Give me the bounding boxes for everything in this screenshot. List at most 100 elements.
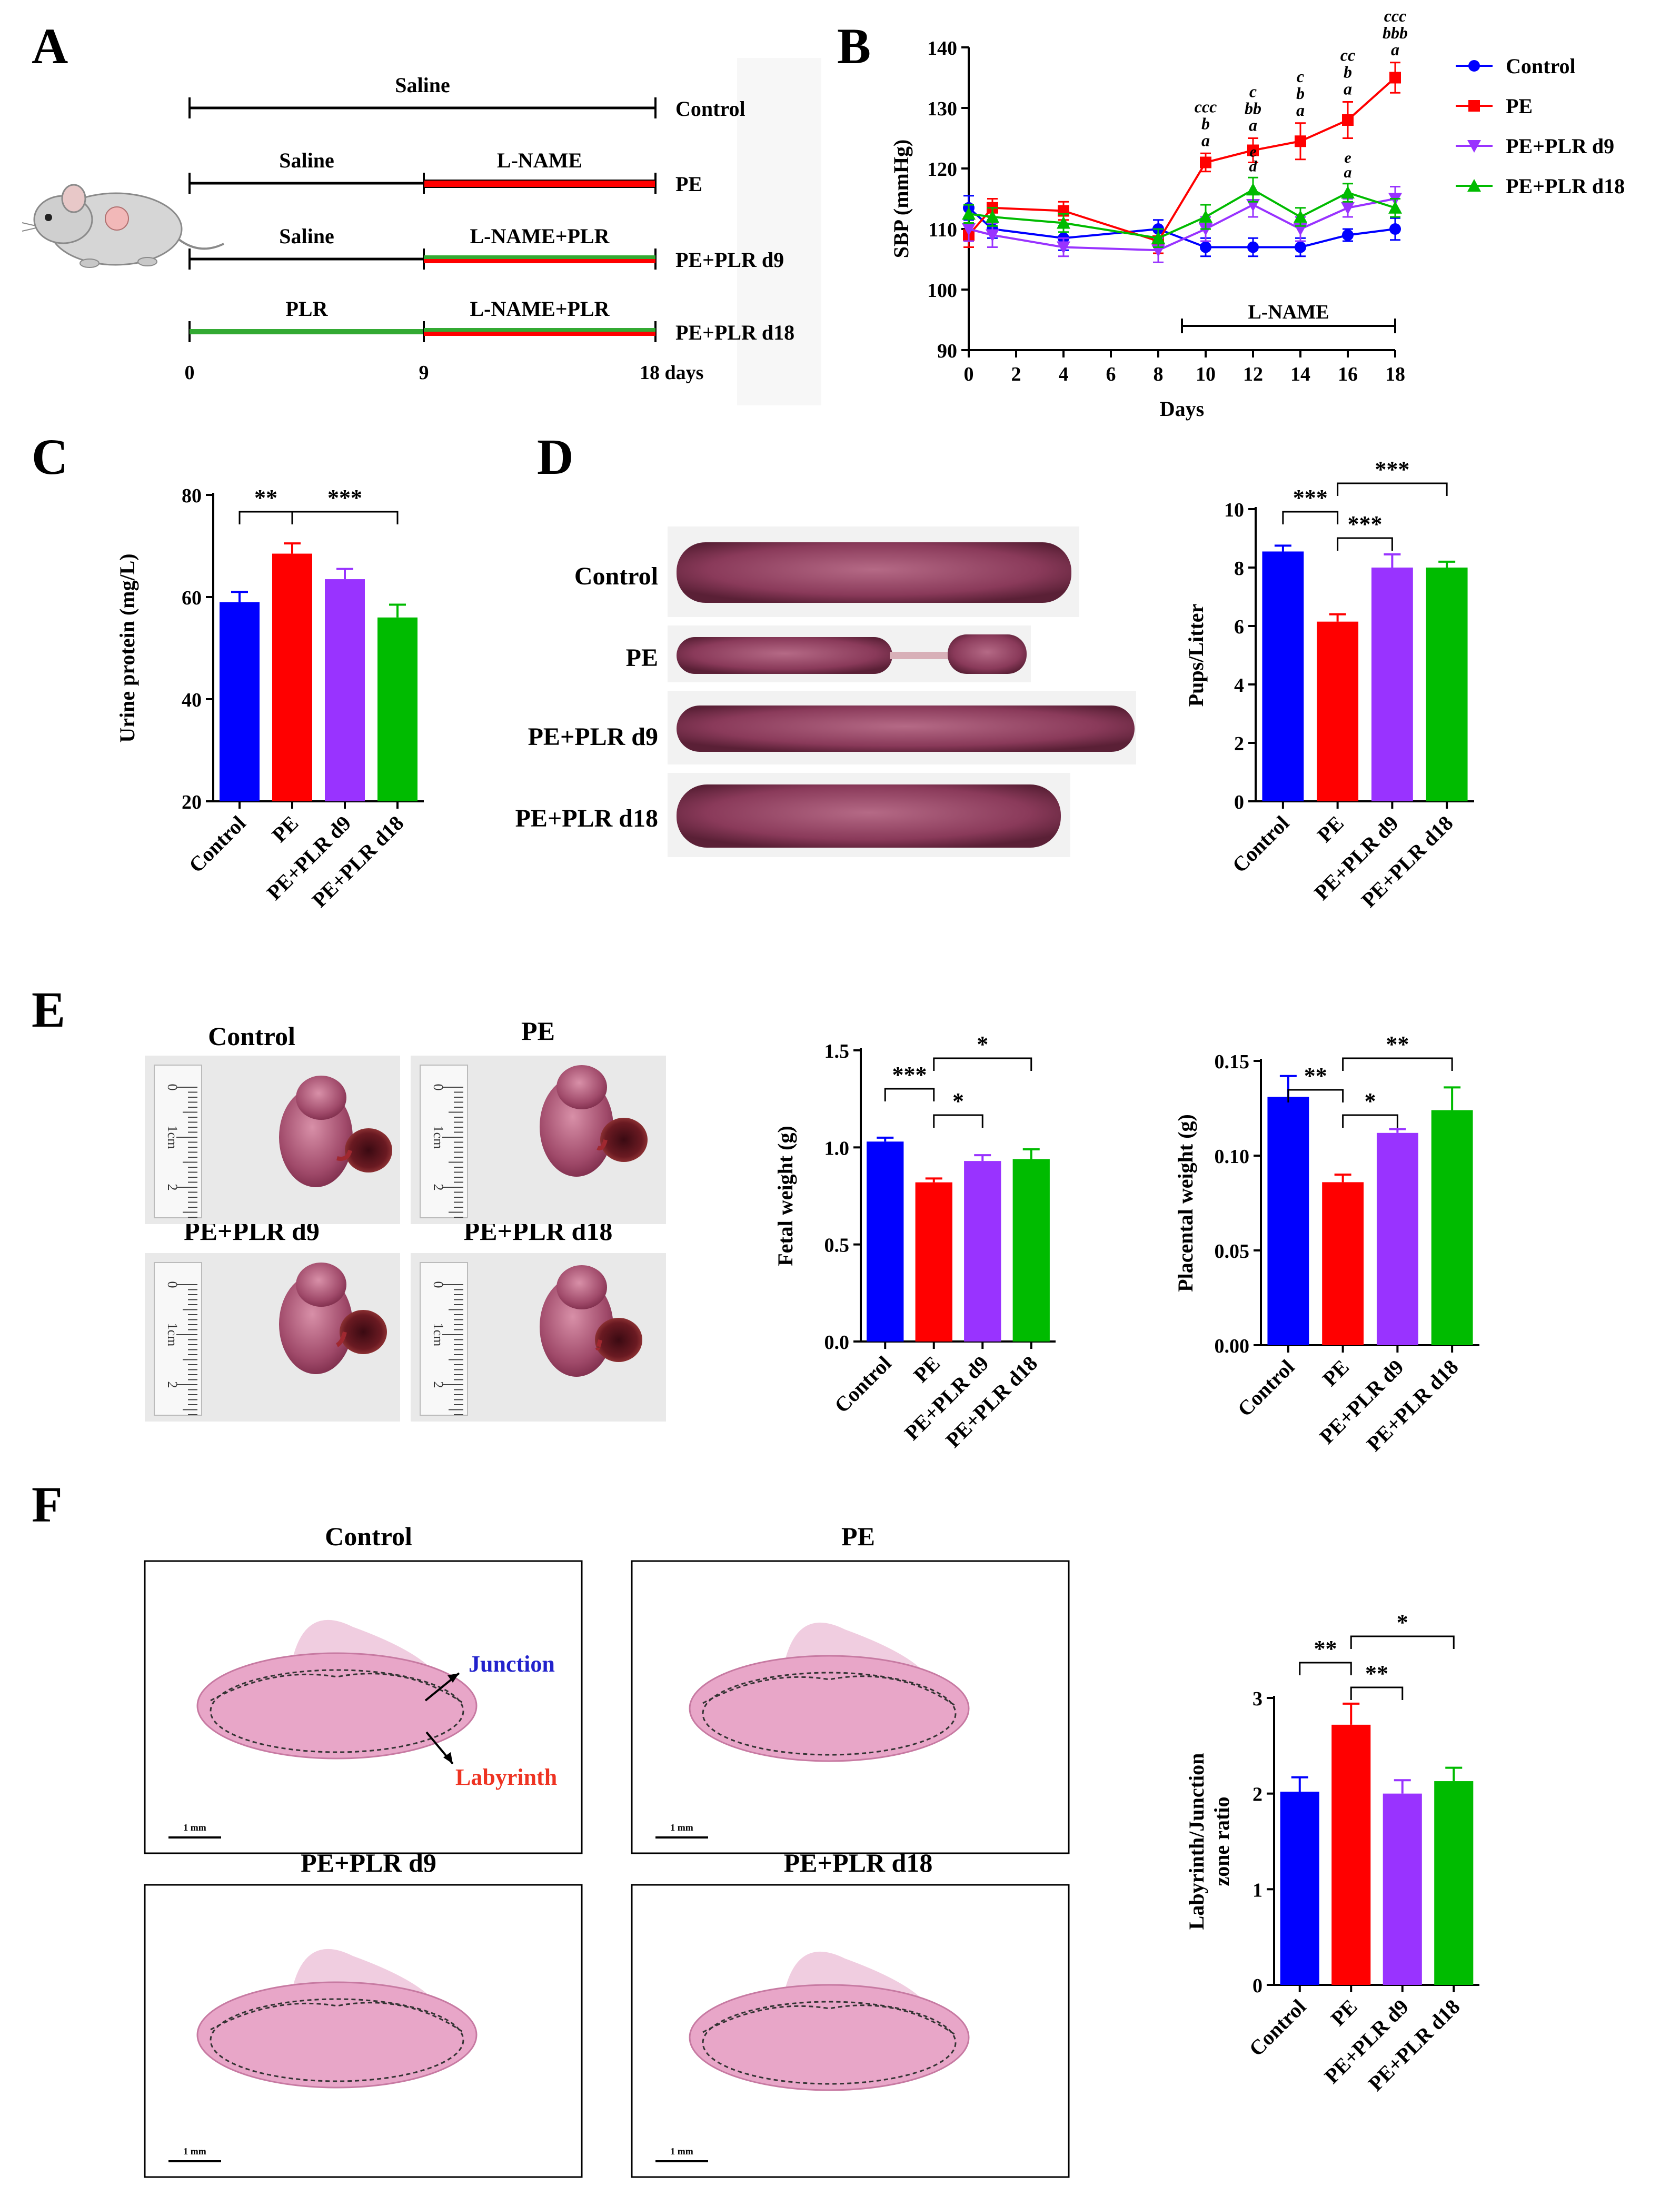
y-tick-label: 120 xyxy=(927,158,957,181)
uterus-tissue-pe xyxy=(677,634,1027,674)
histology-photos: Control PE PE+PLR d9 PE+PLR d18 1 mm 1 mm… xyxy=(144,1522,1070,2178)
y-tick-label: 60 xyxy=(182,587,202,609)
data-point xyxy=(1342,229,1354,241)
series-pe xyxy=(963,62,1401,254)
significance-stars: ** xyxy=(254,485,277,511)
data-point xyxy=(986,229,999,242)
significance-stars: * xyxy=(952,1088,964,1114)
y-tick-label: 0.05 xyxy=(1215,1240,1250,1263)
data-point xyxy=(1200,241,1211,253)
bar-control xyxy=(1262,551,1304,801)
y-tick-label: 100 xyxy=(927,280,957,302)
fetus-photo-pe-plr-d9: 0 1cm 2 xyxy=(145,1253,400,1422)
series-pe-plr-d18 xyxy=(962,176,1402,248)
significance-letter: b xyxy=(1296,84,1305,103)
placenta-section xyxy=(689,1655,970,1762)
bar-control xyxy=(1267,1097,1309,1345)
significance-letter: cc xyxy=(1340,46,1355,65)
legend-label-pe-plr-d18: PE+PLR d18 xyxy=(1506,174,1625,198)
ruler-label: 1cm xyxy=(431,1323,446,1347)
ruler-label: 0 xyxy=(165,1281,180,1288)
legend-label-pe: PE xyxy=(1506,94,1533,118)
legend: Control PE PE+PLR d9 PE+PLR d18 xyxy=(1456,54,1625,198)
uterus-photos: Control PE PE+PLR d9 PE+PLR d18 xyxy=(515,526,1136,857)
timeline-group-label-pe-plr-d18: PE+PLR d18 xyxy=(675,321,794,344)
bar-control xyxy=(1280,1792,1319,1985)
legend-label-control: Control xyxy=(1506,54,1576,78)
significance-letter: a xyxy=(1201,131,1210,150)
panel-a-background xyxy=(737,58,821,405)
significance-bracket xyxy=(1342,1114,1398,1128)
placenta xyxy=(345,1128,392,1172)
data-point xyxy=(1057,241,1070,254)
uterus-label-pe-plr-d18: PE+PLR d18 xyxy=(515,804,658,832)
mouse-icon xyxy=(22,184,224,268)
labyrinth-arrowhead xyxy=(443,1752,453,1764)
series-line xyxy=(968,188,1396,240)
ruler-label: 1cm xyxy=(431,1126,446,1149)
y-tick-label: 0.15 xyxy=(1215,1051,1250,1073)
data-point xyxy=(1294,210,1307,223)
ruler-label: 0 xyxy=(165,1084,180,1091)
ruler-label: 0 xyxy=(431,1084,446,1091)
y-tick-label: 8 xyxy=(1234,558,1244,580)
data-point xyxy=(1295,135,1306,147)
significance-bracket xyxy=(238,511,293,524)
histology-image-control: 1 mm xyxy=(144,1560,583,1854)
significance-bracket xyxy=(1287,1089,1344,1102)
data-point xyxy=(1247,241,1259,253)
uterus-label-control: Control xyxy=(574,562,658,590)
data-point xyxy=(1247,144,1259,156)
placenta-section xyxy=(196,1981,478,2089)
bar-pe-plr-d18 xyxy=(1012,1159,1050,1342)
uterus-label-pe-plr-d9: PE+PLR d9 xyxy=(528,723,658,751)
y-tick-label: 2 xyxy=(1234,733,1244,755)
significance-bracket xyxy=(1350,1686,1404,1700)
x-tick-label-pe: PE xyxy=(267,811,303,847)
legend-marker xyxy=(1467,140,1481,153)
significance-stars: *** xyxy=(327,485,362,511)
timeline-segment-label: L-NAME+PLR xyxy=(470,224,610,248)
timeline-lname-bar xyxy=(423,180,656,188)
uterus-tissue-pe-plr-d9 xyxy=(677,705,1135,752)
placenta xyxy=(600,1118,648,1162)
x-tick-label: 6 xyxy=(1106,363,1116,385)
x-tick-label-pe: PE xyxy=(1326,1995,1362,2031)
y-tick-label: 2 xyxy=(1252,1784,1263,1806)
legend-marker xyxy=(1467,179,1481,192)
timeline-group-label-control: Control xyxy=(675,97,745,121)
data-point xyxy=(1341,202,1355,215)
uterus-tissue-control xyxy=(677,542,1071,603)
bar-pe-plr-d18 xyxy=(1431,1110,1473,1345)
data-point xyxy=(1199,210,1212,223)
significance-stars: ** xyxy=(1365,1661,1388,1686)
series-line xyxy=(968,77,1396,243)
y-axis-label: Fetal weight (g) xyxy=(773,1126,797,1266)
significance-letter: bbb xyxy=(1383,23,1408,42)
x-tick-label: 8 xyxy=(1154,363,1164,385)
data-point xyxy=(986,210,999,223)
fetus-photo-pe: 0 1cm 2 xyxy=(411,1056,666,1224)
x-tick-label: 12 xyxy=(1243,363,1263,385)
significance-bracket xyxy=(1337,537,1393,551)
y-tick-label: 4 xyxy=(1234,674,1244,697)
junction-outline xyxy=(210,2002,464,2033)
significance-stars: * xyxy=(977,1031,988,1057)
junction-outline xyxy=(210,1673,464,1704)
fetus-head xyxy=(296,1076,346,1120)
y-axis-label: Placental weight (g) xyxy=(1174,1114,1197,1292)
period-label: L-NAME xyxy=(1248,301,1329,323)
timeline-lname-bar xyxy=(424,332,655,336)
timeline-group-label-pe-plr-d9: PE+PLR d9 xyxy=(675,248,784,272)
y-tick-label: 1.0 xyxy=(824,1137,850,1159)
uterus-label-pe: PE xyxy=(626,644,658,672)
data-point xyxy=(1389,223,1401,235)
histology-image-pe: 1 mm xyxy=(631,1560,1070,1854)
legend-label-pe-plr-d9: PE+PLR d9 xyxy=(1506,134,1614,158)
junction-arrowhead xyxy=(448,1673,459,1683)
significance-letter: b xyxy=(1344,63,1352,82)
junction-label: Junction xyxy=(469,1651,555,1677)
histology-title-control: Control xyxy=(325,1522,412,1551)
